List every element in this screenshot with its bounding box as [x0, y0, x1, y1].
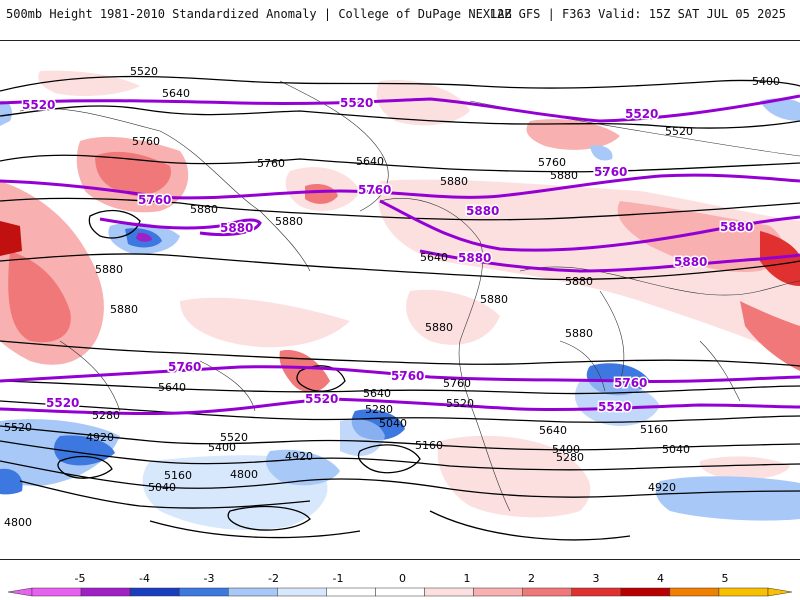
- contour-label: 4800: [4, 516, 32, 529]
- colorbar-tick-label: -5: [75, 572, 86, 585]
- colorbar-max-arrow: [767, 587, 793, 597]
- contour-label: 5880: [480, 293, 508, 306]
- contour-label: 5520: [665, 125, 693, 138]
- colorbar-segment: [424, 587, 474, 597]
- contour-label: 5040: [148, 481, 176, 494]
- purple-contour-label: 5520: [305, 392, 338, 406]
- contour-label: 5160: [415, 439, 443, 452]
- colorbar-tick-label: 5: [722, 572, 729, 585]
- contour-label: 4800: [230, 468, 258, 481]
- contour-label: 5280: [556, 451, 584, 464]
- contour-label: 5760: [443, 377, 471, 390]
- colorbar-tick-labels: -5 -4 -3 -2 -1 0 1 2 3 4 5: [75, 572, 729, 585]
- contour-label: 4920: [86, 431, 114, 444]
- colorbar-segments: [7, 587, 793, 597]
- purple-contour-label: 5760: [358, 183, 391, 197]
- contour-label: 5880: [565, 275, 593, 288]
- colorbar-segment: [228, 587, 278, 597]
- contour-label: 5520: [4, 421, 32, 434]
- contour-label: 5520: [130, 65, 158, 78]
- colorbar-tick-label: 3: [593, 572, 600, 585]
- contour-label: 5400: [752, 75, 780, 88]
- purple-contour-labels: 5520 5520 5520 5760 5760 5760 5880 5880 …: [21, 95, 755, 416]
- contour-label: 5640: [158, 381, 186, 394]
- colorbar-tick-label: 4: [657, 572, 664, 585]
- colorbar-segment: [669, 587, 720, 597]
- contour-label: 5640: [420, 251, 448, 264]
- purple-contour-label: 5760: [614, 376, 647, 390]
- colorbar-tick-label: -2: [268, 572, 279, 585]
- contour-label: 5160: [640, 423, 668, 436]
- model-valid-time: 12Z GFS | F363 Valid: 15Z SAT JUL 05 202…: [489, 7, 786, 21]
- contour-label: 5880: [440, 175, 468, 188]
- contour-label: 5040: [662, 443, 690, 456]
- contour-label: 5040: [379, 417, 407, 430]
- contour-label: 5520: [446, 397, 474, 410]
- contour-label: 5760: [257, 157, 285, 170]
- contour-label: 5280: [365, 403, 393, 416]
- colorbar-segment: [620, 587, 671, 597]
- colorbar-segment: [375, 587, 425, 597]
- contour-label: 5640: [539, 424, 567, 437]
- purple-contour-label: 5760: [391, 369, 424, 383]
- contour-label: 5760: [132, 135, 160, 148]
- contour-label: 5880: [95, 263, 123, 276]
- purple-contour-label: 5520: [46, 396, 79, 410]
- purple-contour-label: 5760: [594, 165, 627, 179]
- contour-label: 5640: [356, 155, 384, 168]
- colorbar-segment: [129, 587, 180, 597]
- purple-contour-label: 5880: [674, 255, 707, 269]
- colorbar-segment: [326, 587, 376, 597]
- colorbar-tick-label: -4: [139, 572, 150, 585]
- colorbar-tick-label: 1: [464, 572, 471, 585]
- colorbar-min-arrow: [7, 587, 33, 597]
- contour-label: 5880: [275, 215, 303, 228]
- purple-contour-label: 5520: [340, 96, 373, 110]
- colorbar-tick-label: -3: [204, 572, 215, 585]
- colorbar-segment: [718, 587, 769, 597]
- purple-contour-label: 5760: [138, 193, 171, 207]
- black-contour-labels: 5520 5640 5760 5880 5880 5880 5880 5880 …: [4, 65, 780, 529]
- colorbar-segment: [473, 587, 523, 597]
- anomaly-map: 5520 5640 5760 5880 5880 5880 5880 5880 …: [0, 40, 800, 560]
- colorbar-segment: [80, 587, 131, 597]
- purple-contour-label: 5880: [466, 204, 499, 218]
- contour-label: 5400: [552, 443, 580, 456]
- colorbar-tick-label: -1: [333, 572, 344, 585]
- purple-contour-label: 5880: [220, 221, 253, 235]
- purple-contour-label: 5760: [168, 360, 201, 374]
- purple-contour-label: 5880: [458, 251, 491, 265]
- colorbar-tick-label: 2: [528, 572, 535, 585]
- height-contours: [0, 75, 800, 541]
- purple-contour-label: 5520: [625, 107, 658, 121]
- colorbar-segment: [571, 587, 622, 597]
- colorbar-segment: [178, 587, 229, 597]
- contour-label: 5880: [190, 203, 218, 216]
- contour-label: 5880: [110, 303, 138, 316]
- purple-contour-label: 5520: [598, 400, 631, 414]
- purple-contour-label: 5880: [720, 220, 753, 234]
- purple-contours: [0, 94, 800, 416]
- contour-label: 5520: [220, 431, 248, 444]
- contour-label: 5400: [208, 441, 236, 454]
- purple-contour-label: 5520: [22, 98, 55, 112]
- contour-label: 5760: [538, 156, 566, 169]
- contour-label: 5280: [92, 409, 120, 422]
- contour-label: 5880: [550, 169, 578, 182]
- colorbar-segment: [277, 587, 327, 597]
- contour-label: 5160: [164, 469, 192, 482]
- colorbar-segment: [522, 587, 572, 597]
- contour-label: 4920: [285, 450, 313, 463]
- map-title: 500mb Height 1981-2010 Standardized Anom…: [6, 7, 512, 21]
- colorbar-segment: [31, 587, 82, 597]
- contour-label: 5880: [565, 327, 593, 340]
- negative-anomaly-shading: [0, 98, 800, 531]
- anomaly-colorbar: -5 -4 -3 -2 -1 0 1 2 3 4 5: [7, 572, 793, 597]
- contour-label: 5640: [363, 387, 391, 400]
- contour-label: 5880: [425, 321, 453, 334]
- contour-label: 5640: [162, 87, 190, 100]
- contour-label: 4920: [648, 481, 676, 494]
- colorbar-tick-label: 0: [399, 572, 406, 585]
